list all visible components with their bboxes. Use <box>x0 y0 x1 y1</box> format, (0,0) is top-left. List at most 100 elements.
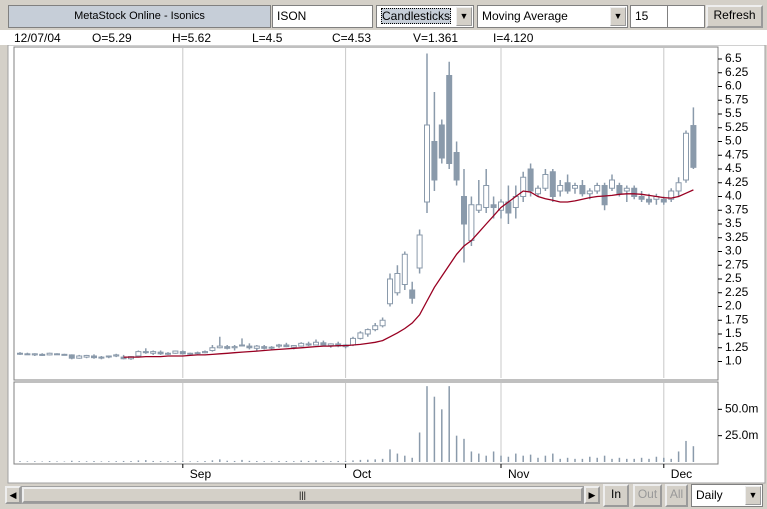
x-tick-label: Sep <box>190 467 212 481</box>
candle-body <box>379 319 386 327</box>
candle-body <box>668 190 675 200</box>
candle-body <box>601 185 608 206</box>
candle-body <box>209 347 216 351</box>
y-tick-label: 5.5 <box>725 106 742 120</box>
quote-open: O=5.29 <box>92 31 132 45</box>
candle-body <box>135 351 142 357</box>
candle-body <box>313 341 319 346</box>
zoom-out-button[interactable]: Out <box>633 484 662 507</box>
candle-body <box>690 125 697 168</box>
refresh-button[interactable]: Refresh <box>706 5 763 28</box>
interval-value: Daily <box>696 488 723 502</box>
price-panel <box>13 46 719 381</box>
candle-body <box>113 354 120 357</box>
candle-body <box>157 351 164 355</box>
candle-body <box>31 353 38 356</box>
candle-body <box>401 253 408 285</box>
y-tick-label: 4.5 <box>725 161 742 175</box>
chart: Sep Oct Nov Dec 1.01.251.51.752.02.252.52.75… <box>7 45 766 484</box>
interval-select[interactable]: Daily ▼ <box>691 484 763 507</box>
y-tick-label: 2.5 <box>725 271 742 285</box>
quote-low: L=4.5 <box>252 31 283 45</box>
candle-body <box>350 337 356 346</box>
candle-body <box>409 289 416 299</box>
candle-body <box>579 185 586 195</box>
candle-body <box>461 196 467 225</box>
candle-body <box>327 343 334 347</box>
candle-body <box>572 185 578 189</box>
candle-body <box>150 351 157 354</box>
x-tick-label: Oct <box>353 467 372 481</box>
candle-body <box>187 352 194 355</box>
volume-y-tick-label: 50.0m <box>725 402 758 416</box>
y-tick-label: 6.5 <box>725 51 742 65</box>
scroll-right[interactable]: ▶ <box>584 486 600 504</box>
candle-body <box>224 346 231 349</box>
candle-body <box>172 350 179 354</box>
zoom-in-button[interactable]: In <box>603 484 629 507</box>
y-tick-label: 1.0 <box>725 354 742 368</box>
candle-body <box>609 179 615 189</box>
candle-body <box>231 346 238 349</box>
y-tick-label: 3.5 <box>725 216 742 230</box>
y-tick-label: 5.0 <box>725 134 742 148</box>
indicator-value: Moving Average <box>482 9 568 23</box>
candle-body <box>305 343 312 346</box>
y-tick-label: 5.75 <box>725 92 749 106</box>
candle-body <box>364 329 371 335</box>
candle-body <box>68 354 75 359</box>
candle-body <box>320 342 327 346</box>
candle-body <box>475 204 482 211</box>
quote-close: C=4.53 <box>332 31 372 45</box>
y-tick-label: 4.25 <box>725 175 749 189</box>
candle-body <box>298 342 305 347</box>
candle-body <box>446 75 453 164</box>
blank-input[interactable] <box>667 5 705 28</box>
dropdown-arrow: ▼ <box>745 486 761 505</box>
zoom-all-button[interactable]: All <box>665 484 688 507</box>
candle-body <box>675 182 682 192</box>
candle-body <box>261 346 268 349</box>
scroll-left[interactable]: ◀ <box>5 486 21 504</box>
window-title: MetaStock Online - Isonics <box>8 5 271 28</box>
candle-body <box>623 187 630 192</box>
candle-body <box>527 168 534 192</box>
y-tick-label: 3.0 <box>725 244 742 258</box>
symbol-input[interactable]: ISON <box>272 5 373 28</box>
y-tick-label: 3.25 <box>725 230 749 244</box>
candle-body <box>253 345 260 349</box>
scroll-track[interactable]: ||| <box>21 486 584 504</box>
candle-body <box>431 141 438 181</box>
candle-body <box>424 124 430 203</box>
y-tick-label: 2.75 <box>725 257 749 271</box>
quote-indicator: I=4.120 <box>493 31 534 45</box>
y-tick-label: 4.75 <box>725 147 749 161</box>
quote-volume: V=1.361 <box>413 31 459 45</box>
candle-body <box>387 278 393 305</box>
candle-body <box>646 198 652 203</box>
candle-body <box>372 325 379 331</box>
candle-body <box>83 354 90 358</box>
period-input[interactable]: 15 <box>630 5 668 28</box>
scroll-thumb[interactable]: ||| <box>22 487 583 503</box>
dropdown-arrow: ▼ <box>456 7 472 26</box>
candle-body <box>283 344 290 348</box>
candle-body <box>357 332 364 339</box>
y-tick-label: 4.0 <box>725 189 742 203</box>
chart-style-select[interactable]: Candlesticks ▼ <box>376 5 474 28</box>
quote-bar: 12/07/04 O=5.29 H=5.62 L=4.5 C=4.53 V=1.… <box>0 30 767 45</box>
quote-high: H=5.62 <box>172 31 212 45</box>
chart-style-value: Candlesticks <box>381 8 452 24</box>
candle-body <box>179 351 186 355</box>
candle-body <box>564 182 571 192</box>
candle-body <box>535 187 541 195</box>
candle-body <box>616 185 623 195</box>
candle-body <box>549 171 556 197</box>
quote-date: 12/07/04 <box>14 31 61 45</box>
indicator-select[interactable]: Moving Average ▼ <box>477 5 628 28</box>
candle-body <box>39 353 46 356</box>
candle-body <box>61 353 68 356</box>
y-tick-label: 5.25 <box>725 120 749 134</box>
volume-y-tick-label: 25.0m <box>725 428 758 442</box>
candle-body <box>46 352 53 356</box>
